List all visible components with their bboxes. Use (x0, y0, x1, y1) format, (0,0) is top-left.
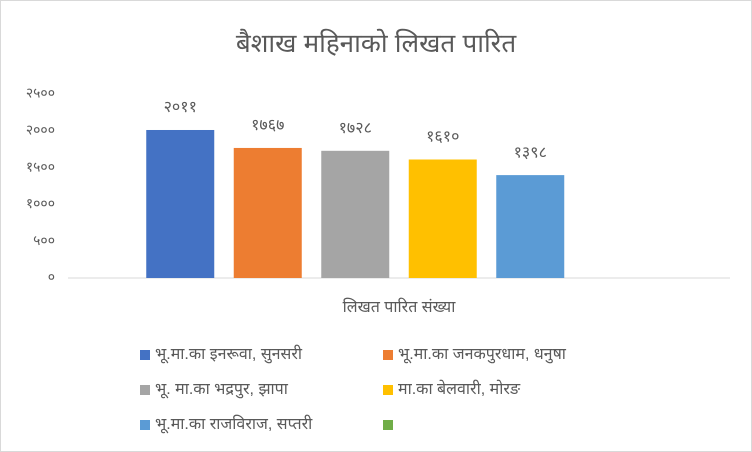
data-label: १७२८ (339, 120, 372, 137)
bar (408, 159, 477, 278)
y-tick-label: २००० (26, 122, 55, 138)
y-tick-label: १००० (26, 195, 55, 211)
legend-label: भू.मा.का इनरूवा, सुनसरी (155, 344, 303, 364)
bar (321, 150, 390, 278)
y-tick-label: २५०० (26, 85, 55, 101)
legend-label: भू.मा.का जनकपुरधाम, धनुषा (398, 346, 567, 364)
legend-marker (140, 420, 150, 430)
y-tick-label: ० (48, 269, 55, 285)
y-tick-label: ५०० (33, 232, 55, 248)
legend-label: भू. मा.का भद्रपुर, झापा (155, 381, 289, 399)
chart-title: बैशाख महिनाको लिखत पारित (236, 28, 517, 58)
bar (496, 175, 565, 278)
legend-marker (383, 385, 393, 395)
legend-label: मा.का बेलवारी, मोरङ (398, 379, 521, 398)
bar (146, 129, 215, 278)
x-tick-label: लिखत पारित संख्या (343, 297, 457, 316)
legend-label: भू.मा.का राजविराज, सप्तरी (155, 414, 313, 434)
bar (233, 147, 302, 278)
legend-marker (383, 350, 393, 360)
data-label: १६१० (426, 129, 459, 146)
data-label: २०११ (164, 99, 197, 116)
legend-marker (140, 350, 150, 360)
data-label: १७६७ (251, 117, 284, 134)
data-label: १३९८ (514, 144, 547, 161)
y-tick-label: १५०० (26, 158, 55, 174)
legend-marker (383, 420, 393, 430)
legend-marker (140, 385, 150, 395)
